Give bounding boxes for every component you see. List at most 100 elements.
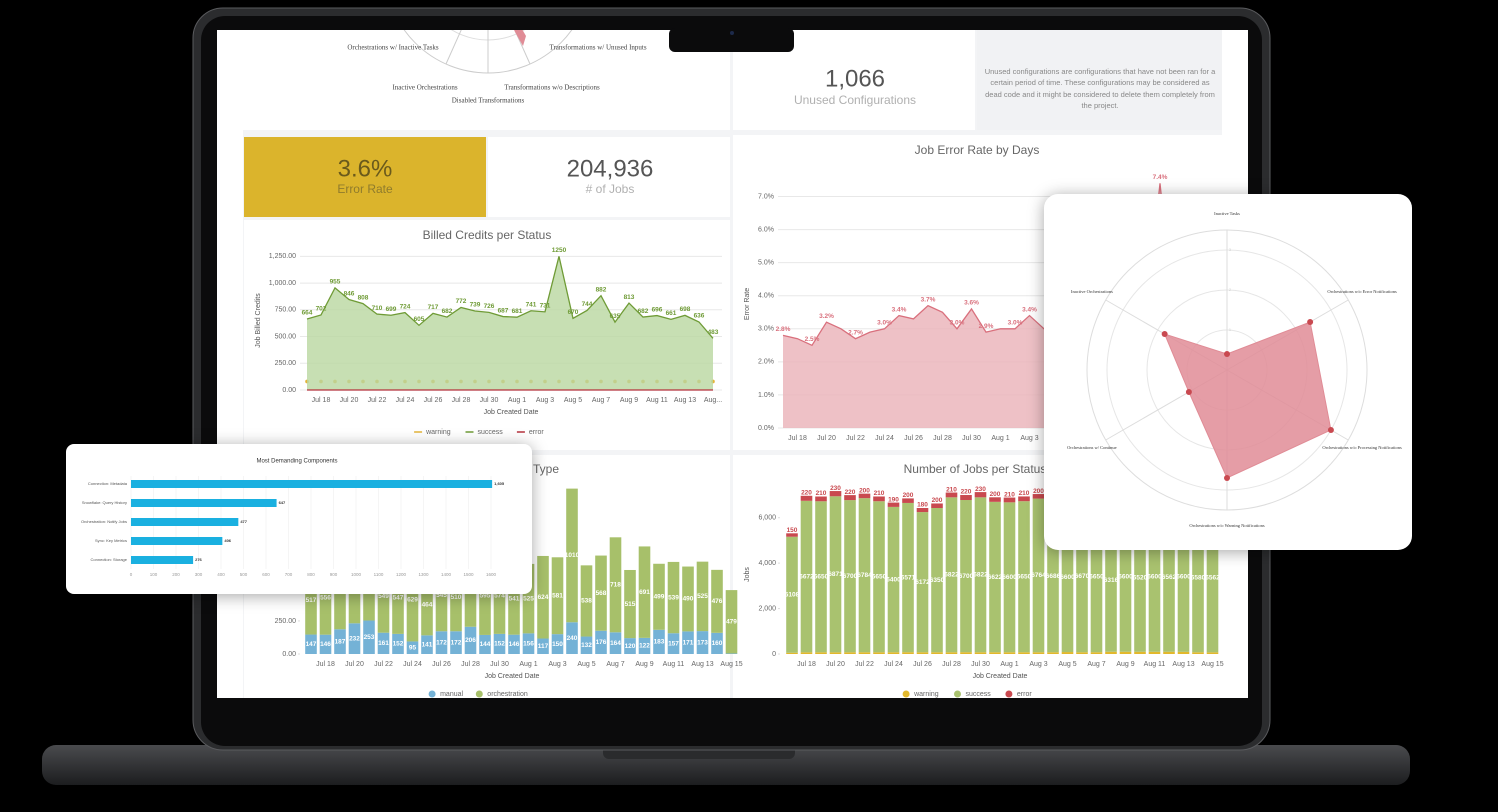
bar (131, 499, 277, 507)
bar-segment (829, 491, 842, 497)
radar-label: Inactive Orchestrations (392, 84, 457, 92)
legend-swatch (1005, 690, 1013, 698)
bar (131, 556, 194, 564)
x-tick-label: Aug 11 (1144, 661, 1166, 668)
data-label: 581 (552, 592, 563, 599)
y-tick-label: 250.00 (275, 618, 297, 625)
x-tick-label: Aug 7 (606, 661, 624, 668)
data-label: 574 (494, 593, 505, 600)
bar-segment (725, 590, 738, 654)
radar-point (1161, 331, 1168, 337)
bar-segment (725, 653, 738, 654)
data-label: 6822 (944, 572, 959, 579)
data-label: 200 (1033, 488, 1044, 495)
x-tick-label: Jul 20 (826, 661, 845, 668)
data-label: 538 (581, 598, 592, 605)
radar-point (1224, 475, 1230, 481)
data-label: 731 (540, 303, 551, 310)
data-label: 200 (932, 497, 943, 504)
bar-segment (1032, 494, 1045, 499)
data-label: 539 (668, 594, 679, 601)
bar-segment (682, 631, 694, 654)
category-label: Snowflake: Query History (82, 500, 127, 505)
bar-segment (638, 546, 651, 638)
data-label: 6400 (886, 576, 901, 583)
bar-segment (392, 561, 404, 634)
data-label: 6562 (1162, 574, 1177, 581)
bar-segment (667, 633, 680, 654)
bar-segment (931, 508, 943, 653)
data-label: 681 (512, 308, 523, 315)
bar-segment (377, 632, 390, 654)
bar-segment (916, 512, 929, 653)
bar-segment (566, 488, 578, 623)
x-tick-label: Jul 26 (913, 661, 932, 668)
y-tick-label: 0 (772, 651, 776, 658)
data-label: 160 (712, 640, 723, 647)
chart-title: Job Error Rate by Days (915, 143, 1040, 157)
data-label: 6520 (1133, 574, 1148, 581)
x-tick-label: Jul 30 (480, 397, 499, 404)
data-label: 180 (917, 502, 928, 509)
x-tick-label: Aug 7 (1087, 661, 1105, 668)
data-label: 406 (224, 538, 231, 543)
bar-segment (595, 555, 607, 631)
data-label: 173 (697, 639, 708, 646)
x-tick-label: Aug 11 (646, 397, 668, 404)
bar-segment (653, 563, 665, 630)
data-label: 517 (306, 597, 317, 604)
data-label: 172 (451, 639, 462, 646)
y-tick-label: 7.0% (758, 193, 774, 200)
x-tick-label: 1200 (396, 572, 407, 577)
bar-segment (435, 631, 448, 654)
bar-segment (858, 498, 871, 653)
y-tick-label: 4.0% (758, 293, 774, 300)
data-label: 3.4% (892, 306, 907, 313)
data-label: 882 (596, 286, 607, 293)
data-label: 157 (668, 640, 679, 647)
bar-segment (319, 634, 332, 654)
data-label: 629 (407, 597, 418, 604)
data-label: 200 (990, 491, 1001, 498)
bar-segment (624, 569, 636, 639)
x-tick-label: Aug 3 (1029, 661, 1047, 668)
y-tick-label: 0.00 (282, 651, 296, 658)
x-tick-label: Jul 30 (971, 661, 990, 668)
bar-segment (1105, 508, 1117, 652)
data-label: 146 (320, 641, 331, 648)
x-tick-label: Aug 5 (564, 397, 582, 404)
bar-segment (916, 652, 929, 654)
bar (131, 518, 239, 526)
data-label: 718 (610, 582, 621, 589)
data-label: 3.0% (950, 320, 965, 327)
data-label: 3.0% (877, 320, 892, 327)
data-label: 6350 (930, 577, 945, 584)
bar-segment (1192, 652, 1204, 654)
data-label: 556 (320, 595, 331, 602)
x-tick-label: 200 (172, 572, 180, 577)
bar-segment (786, 533, 798, 537)
bar-segment (1177, 651, 1190, 654)
laptop-base (42, 745, 1410, 785)
r-tick-label: 2 (1229, 288, 1231, 292)
data-label: 172 (436, 639, 447, 646)
area-fill (307, 256, 713, 390)
x-tick-label: Jul 18 (316, 661, 335, 668)
x-tick-label: Jul 22 (846, 435, 865, 442)
bar-segment (334, 629, 346, 654)
bar-segment (887, 502, 900, 507)
data-label: 7.4% (1153, 174, 1168, 181)
bar-segment (945, 492, 958, 498)
radar-spoke (514, 30, 531, 65)
bar-segment (508, 563, 520, 635)
data-label: 6600 (1002, 574, 1017, 581)
data-label: 813 (624, 294, 635, 301)
data-label: 176 (596, 639, 607, 646)
y-axis-title: Error Rate (744, 288, 751, 320)
bar-segment (1090, 652, 1103, 654)
data-label: 682 (638, 308, 649, 315)
bar-segment (1003, 502, 1016, 653)
bar-segment (392, 633, 404, 654)
bar-segment (580, 636, 593, 654)
